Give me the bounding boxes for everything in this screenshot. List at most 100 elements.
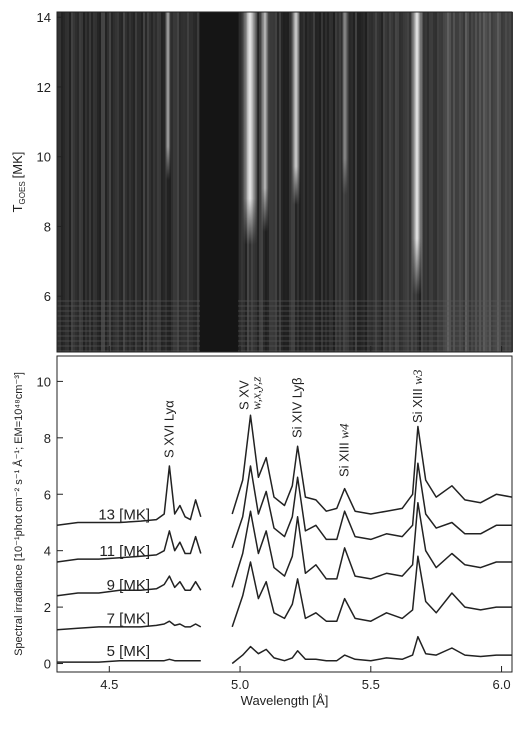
image-column xyxy=(285,12,287,352)
streak-core xyxy=(260,12,270,232)
annotation: Si XIV Lyβ xyxy=(290,378,305,438)
image-column xyxy=(185,12,187,352)
image-column xyxy=(443,12,445,352)
image-column xyxy=(77,12,79,352)
image-column xyxy=(365,12,367,352)
image-column xyxy=(169,12,171,352)
y-tick-label: 10 xyxy=(37,374,51,389)
y-tick-label: 2 xyxy=(44,600,51,615)
image-column xyxy=(107,12,109,352)
streak-core xyxy=(242,12,258,245)
image-column xyxy=(61,12,63,352)
image-column xyxy=(373,12,375,352)
image-row xyxy=(57,315,512,317)
image-column xyxy=(95,12,97,352)
image-column xyxy=(99,12,101,352)
streak-core xyxy=(165,12,171,180)
image-column xyxy=(101,12,103,352)
spectrum-line xyxy=(56,555,512,631)
image-column xyxy=(397,12,399,352)
y-tick-label: 0 xyxy=(44,657,51,672)
image-column xyxy=(135,12,137,352)
image-column xyxy=(477,12,479,352)
image-column xyxy=(497,12,499,352)
image-column xyxy=(239,12,241,352)
image-column xyxy=(115,12,117,352)
image-column xyxy=(505,12,507,352)
image-column xyxy=(409,12,411,352)
streak-core xyxy=(411,12,423,295)
image-column xyxy=(483,12,485,352)
annotation: S XVI Lyα xyxy=(161,400,176,458)
image-row xyxy=(57,345,512,347)
streak-core xyxy=(291,12,301,205)
image-column xyxy=(381,12,383,352)
streak-core xyxy=(341,12,349,195)
image-column xyxy=(359,12,361,352)
annotation: w,x,y,z xyxy=(249,377,264,410)
spectrum-line xyxy=(57,635,512,665)
annotation-text: Si XIV Lyβ xyxy=(290,378,305,438)
image-column xyxy=(117,12,119,352)
image-column xyxy=(155,12,157,352)
image-column xyxy=(385,12,387,352)
image-column xyxy=(97,12,99,352)
image-column xyxy=(287,12,289,352)
image-column xyxy=(167,12,169,352)
series-label: 9 [MK] xyxy=(107,577,150,594)
image-column xyxy=(145,12,147,352)
image-column xyxy=(389,12,391,352)
annotation-text: Si XIII xyxy=(410,385,425,423)
image-column xyxy=(315,12,317,352)
series-label: 7 [MK] xyxy=(107,611,150,628)
image-column xyxy=(269,12,271,352)
image-column xyxy=(157,12,159,352)
y-tick-label: 6 xyxy=(44,487,51,502)
image-column xyxy=(259,12,261,352)
image-dark-band xyxy=(200,12,238,352)
x-tick-label: 4.5 xyxy=(100,677,118,692)
image-column xyxy=(451,12,453,352)
image-row xyxy=(57,320,512,322)
spectrum-line xyxy=(56,501,512,597)
image-column xyxy=(349,12,351,352)
y-label-main: T xyxy=(10,204,25,212)
annotation-text: Si XIII xyxy=(337,439,352,477)
image-column xyxy=(79,12,81,352)
image-column xyxy=(447,12,449,352)
y-label-unit: [MK] xyxy=(10,152,25,179)
image-column xyxy=(57,12,59,352)
image-column xyxy=(153,12,155,352)
series-label: 11 [MK] xyxy=(99,543,150,560)
image-column xyxy=(427,12,429,352)
image-column xyxy=(503,12,505,352)
image-column xyxy=(173,12,175,352)
x-axis-label: Wavelength [Å] xyxy=(241,693,329,708)
image-column xyxy=(321,12,323,352)
image-column xyxy=(283,12,285,352)
image-column xyxy=(491,12,493,352)
image-column xyxy=(317,12,319,352)
image-column xyxy=(335,12,337,352)
annotation-italic: w3 xyxy=(410,369,425,385)
image-row xyxy=(57,340,512,342)
image-column xyxy=(113,12,115,352)
image-column xyxy=(281,12,283,352)
image-column xyxy=(499,12,501,352)
x-tick-label: 5.0 xyxy=(231,677,249,692)
image-column xyxy=(329,12,331,352)
image-column xyxy=(87,12,89,352)
image-column xyxy=(93,12,95,352)
x-tick-label: 6.0 xyxy=(493,677,511,692)
image-column xyxy=(393,12,395,352)
image-column xyxy=(137,12,139,352)
image-column xyxy=(375,12,377,352)
series-label: 13 [MK] xyxy=(98,506,150,523)
annotation: Si XIII w3 xyxy=(410,369,425,423)
image-column xyxy=(271,12,273,352)
image-column xyxy=(273,12,275,352)
image-column xyxy=(151,12,153,352)
image-column xyxy=(325,12,327,352)
image-row xyxy=(57,300,512,302)
